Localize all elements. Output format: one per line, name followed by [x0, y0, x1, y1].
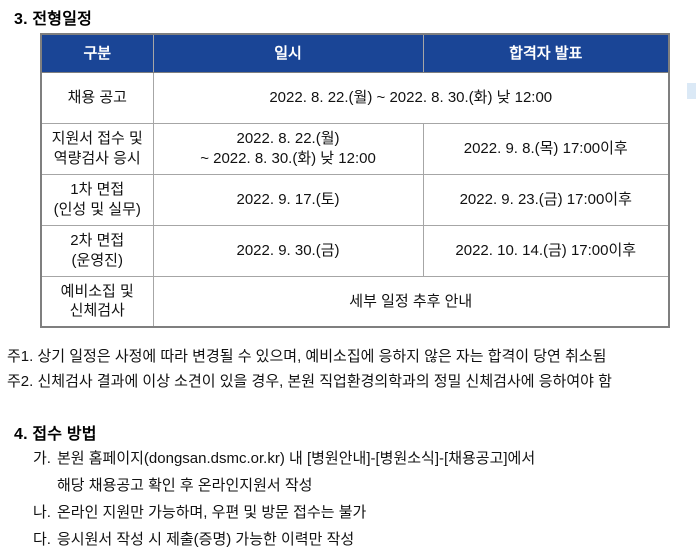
- table-row-job-posting: 채용 공고 2022. 8. 22.(월) ~ 2022. 8. 30.(화) …: [40, 71, 670, 124]
- cell-announcement: 2022. 9. 8.(목) 17:00이후: [422, 122, 670, 175]
- cell-announcement: 2022. 9. 23.(금) 17:00이후: [422, 173, 670, 226]
- column-header-announcement: 합격자 발표: [422, 33, 670, 73]
- apply-item-ga-continuation: 해당 채용공고 확인 후 온라인지원서 작성: [57, 477, 313, 494]
- table-row-first-interview: 1차 면접 (인성 및 실무) 2022. 9. 17.(토) 2022. 9.…: [40, 173, 670, 226]
- cell-category: 2차 면접 (운영진): [40, 224, 154, 277]
- cell-schedule: 2022. 8. 22.(월) ~ 2022. 8. 30.(화) 낮 12:0…: [152, 122, 424, 175]
- apply-item-label: 나.: [33, 504, 51, 521]
- footnote-2: 주2. 신체검사 결과에 이상 소견이 있을 경우, 본원 직업환경의학과의 정…: [7, 373, 612, 390]
- schedule-section-title: 3. 전형일정: [14, 11, 93, 28]
- table-header-row: 구분 일시 합격자 발표: [40, 33, 670, 73]
- apply-item-text: 본원 홈페이지(dongsan.dsmc.or.kr) 내 [병원안내]-[병원…: [56, 450, 536, 467]
- apply-item-label: 다.: [33, 531, 51, 548]
- column-header-datetime: 일시: [152, 33, 424, 73]
- apply-item-text: 온라인 지원만 가능하며, 우편 및 방문 접수는 불가: [56, 504, 367, 521]
- apply-item-na: 나. 온라인 지원만 가능하며, 우편 및 방문 접수는 불가: [33, 501, 366, 522]
- edge-highlight-fragment: [687, 83, 696, 99]
- apply-item-text: 응시원서 작성 시 제출(증명) 가능한 이력만 작성: [56, 531, 355, 548]
- cell-schedule: 2022. 9. 30.(금): [152, 224, 424, 277]
- cell-category: 예비소집 및 신체검사: [40, 275, 154, 328]
- apply-item-label: 가.: [33, 450, 51, 467]
- cell-schedule-merged: 2022. 8. 22.(월) ~ 2022. 8. 30.(화) 낮 12:0…: [152, 71, 670, 124]
- table-row-second-interview: 2차 면접 (운영진) 2022. 9. 30.(금) 2022. 10. 14…: [40, 224, 670, 277]
- cell-category: 채용 공고: [40, 71, 154, 124]
- apply-item-da: 다. 응시원서 작성 시 제출(증명) 가능한 이력만 작성: [33, 528, 354, 549]
- table-row-application: 지원서 접수 및 역량검사 응시 2022. 8. 22.(월) ~ 2022.…: [40, 122, 670, 175]
- apply-section-title: 4. 접수 방법: [14, 426, 97, 443]
- footnote-1: 주1. 상기 일정은 사정에 따라 변경될 수 있으며, 예비소집에 응하지 않…: [7, 348, 607, 365]
- cell-announcement: 2022. 10. 14.(금) 17:00이후: [422, 224, 670, 277]
- selection-schedule-table: 구분 일시 합격자 발표 채용 공고 2022. 8. 22.(월) ~ 202…: [40, 33, 670, 328]
- table-row-physical-exam: 예비소집 및 신체검사 세부 일정 추후 안내: [40, 275, 670, 328]
- cell-schedule: 2022. 9. 17.(토): [152, 173, 424, 226]
- column-header-category: 구분: [40, 33, 154, 73]
- cell-category: 지원서 접수 및 역량검사 응시: [40, 122, 154, 175]
- cell-category: 1차 면접 (인성 및 실무): [40, 173, 154, 226]
- apply-item-ga: 가. 본원 홈페이지(dongsan.dsmc.or.kr) 내 [병원안내]-[…: [33, 447, 535, 468]
- cell-schedule-merged: 세부 일정 추후 안내: [152, 275, 670, 328]
